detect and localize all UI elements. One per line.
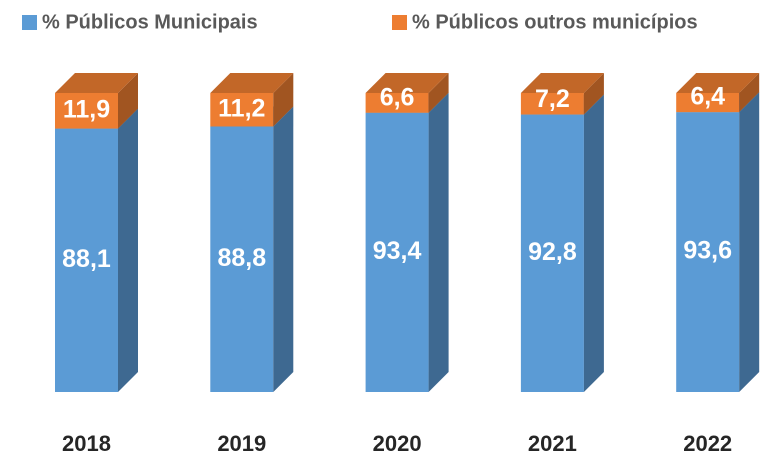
value-label: 92,8 [528, 238, 577, 266]
bar-top [365, 73, 449, 93]
bar-side [118, 108, 138, 393]
bar [676, 93, 740, 113]
legend-label: % Públicos outros municípios [412, 11, 698, 33]
bar [210, 93, 274, 127]
bars: 88,1 11,9 2018 88,8 11,2 2019 93,4 6,6 2020 92,8 7… [55, 73, 760, 456]
legend-swatch [22, 15, 37, 30]
bar-top [55, 73, 138, 93]
x-tick-label: 2019 [217, 431, 266, 456]
legend: % Públicos Municipais % Públicos outros m… [22, 11, 698, 33]
bar-side [428, 73, 449, 113]
value-label: 11,9 [63, 95, 110, 123]
value-label: 93,4 [373, 237, 422, 265]
bar [55, 128, 118, 392]
bar-side [118, 73, 138, 129]
bar-side [583, 94, 604, 392]
value-label: 11,2 [218, 94, 265, 122]
bar-top [520, 73, 604, 93]
bar-side [739, 73, 760, 113]
x-tick-label: 2022 [683, 431, 732, 456]
bar-side [273, 73, 294, 127]
value-label: 6,6 [380, 83, 415, 111]
legend-swatch [392, 15, 407, 30]
value-label: 88,1 [62, 245, 111, 273]
legend-label: % Públicos Municipais [42, 11, 258, 33]
x-tick-label: 2020 [373, 431, 422, 456]
bar [520, 93, 584, 115]
x-tick-label: 2021 [528, 431, 577, 456]
bar-side [739, 92, 760, 393]
bar [676, 112, 740, 393]
bar [365, 112, 429, 392]
bar-side [583, 73, 604, 115]
bar [210, 126, 274, 392]
bar [520, 114, 584, 392]
value-label: 88,8 [217, 244, 266, 272]
value-label: 6,4 [690, 83, 725, 111]
value-label: 7,2 [535, 85, 570, 113]
x-tick-label: 2018 [62, 431, 111, 456]
bar [55, 93, 118, 129]
bar-top [676, 73, 760, 93]
bar-side [428, 92, 449, 392]
bar-top [210, 73, 294, 93]
bar-side [273, 106, 294, 392]
value-label: 93,6 [683, 237, 732, 265]
bar [365, 93, 429, 113]
